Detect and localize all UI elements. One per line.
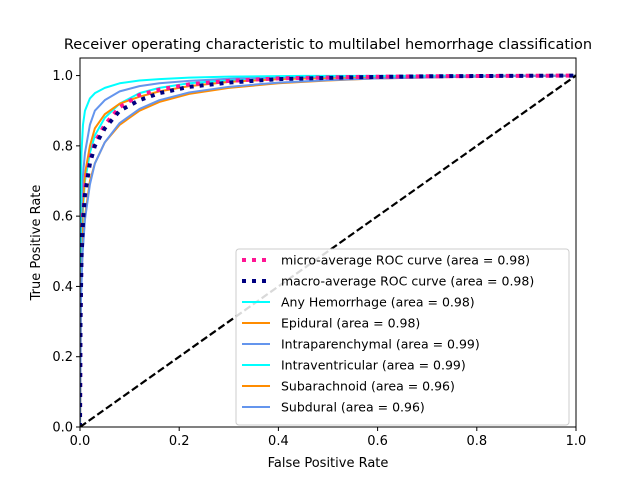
legend-label: Any Hemorrhage (area = 0.98) (281, 295, 475, 310)
legend-label: Subarachnoid (area = 0.96) (281, 379, 455, 394)
y-tick-label: 0.8 (52, 139, 73, 154)
legend-label: Intraventricular (area = 0.99) (281, 358, 466, 373)
x-tick-label: 1.0 (566, 434, 587, 449)
legend-box (235, 248, 570, 426)
x-tick-label: 0.0 (70, 434, 91, 449)
y-tick-label: 0.6 (52, 210, 73, 225)
series-line-0 (80, 73, 576, 427)
legend-label: macro-average ROC curve (area = 0.98) (281, 274, 534, 289)
x-tick-label: 0.2 (169, 434, 190, 449)
y-tick-label: 0.2 (52, 350, 73, 365)
x-tick-label: 0.4 (268, 434, 289, 449)
x-tick-label: 0.8 (466, 434, 487, 449)
y-tick-label: 1.0 (52, 69, 73, 84)
plot-frame (79, 57, 577, 428)
y-tick-label: 0.4 (52, 280, 73, 295)
x-tick-label: 0.6 (367, 434, 388, 449)
series-line-4 (80, 74, 576, 427)
legend-label: Subdural (area = 0.96) (281, 400, 425, 415)
ticks-layer: 0.0 0.2 0.4 0.6 0.8 1.0 0.0 0.2 0.4 0.6 0.8 1.0 (52, 69, 586, 449)
series-line-5 (80, 74, 576, 427)
legend-label: Epidural (area = 0.98) (281, 316, 420, 331)
legend-label: micro-average ROC curve (area = 0.98) (281, 253, 530, 268)
legend: micro-average ROC curve (area = 0.98) mac… (235, 248, 570, 426)
chart-title: Receiver operating characteristic to mul… (64, 37, 592, 53)
y-tick-label: 0.0 (52, 421, 73, 436)
y-axis-label: True Positive Rate (29, 185, 44, 302)
x-axis-label: False Positive Rate (268, 456, 389, 471)
legend-label: Intraparenchymal (area = 0.99) (281, 337, 480, 352)
